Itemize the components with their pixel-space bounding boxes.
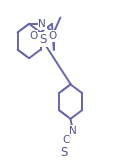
Text: N: N bbox=[69, 126, 76, 136]
Text: N: N bbox=[38, 19, 46, 29]
Text: S: S bbox=[60, 146, 68, 159]
Text: S: S bbox=[39, 33, 47, 46]
Text: C: C bbox=[62, 135, 70, 145]
Text: O: O bbox=[29, 31, 37, 41]
Text: O: O bbox=[48, 31, 57, 41]
